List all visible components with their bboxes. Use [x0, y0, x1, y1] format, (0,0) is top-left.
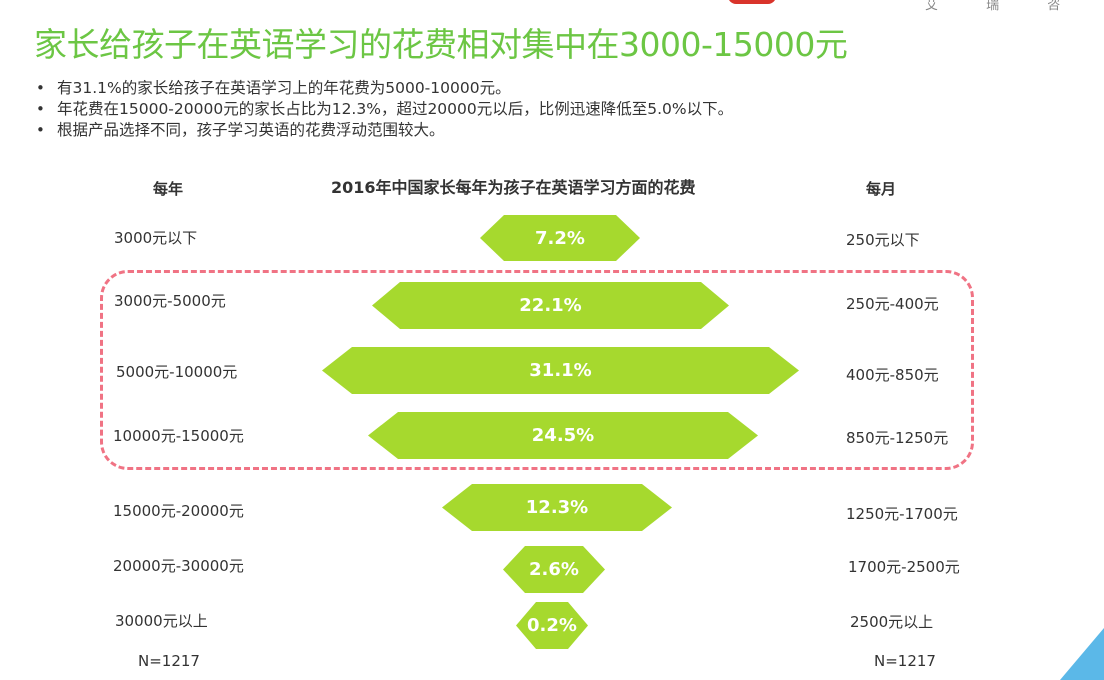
- corner-decoration: [1060, 628, 1104, 680]
- yearly-label: 15000元-20000元: [113, 502, 244, 520]
- summary-bullets: • 有31.1%的家长给孩子在英语学习上的年花费为5000-10000元。 • 年花…: [36, 78, 733, 141]
- yearly-label: 20000元-30000元: [113, 557, 244, 575]
- funnel-bar: 7.2%: [480, 215, 640, 261]
- yearly-label: 10000元-15000元: [113, 427, 244, 445]
- monthly-label: 250元以下: [846, 231, 920, 249]
- funnel-bar: 2.6%: [503, 546, 605, 593]
- monthly-label: 850元-1250元: [846, 429, 949, 447]
- yearly-label: 3000元以下: [114, 229, 198, 247]
- page-title: 家长给孩子在英语学习的花费相对集中在3000-15000元: [34, 25, 848, 64]
- bullet-item: • 年花费在15000-20000元的家长占比为12.3%，超过20000元以后，…: [36, 100, 734, 118]
- funnel-bar: 12.3%: [442, 484, 672, 531]
- highlight-dashed-box: [100, 270, 974, 470]
- bullet-item: • 根据产品选择不同，孩子学习英语的花费浮动范围较大。: [36, 121, 445, 139]
- chart-title: 2016年中国家长每年为孩子在英语学习方面的花费: [331, 178, 696, 197]
- yearly-column-header: 每年: [153, 180, 184, 198]
- bullet-dot-icon: •: [36, 79, 45, 97]
- yearly-label: 5000元-10000元: [116, 363, 238, 381]
- sample-size-left: N=1217: [138, 652, 200, 670]
- yearly-label: 30000元以上: [115, 612, 208, 630]
- bullet-dot-icon: •: [36, 100, 45, 118]
- monthly-label: 250元-400元: [846, 295, 939, 313]
- yearly-label: 3000元-5000元: [114, 292, 226, 310]
- brand-logo-text: 艾 瑞 咨 询: [925, 0, 1104, 13]
- funnel-bar: 0.2%: [516, 602, 588, 649]
- bullet-item: • 有31.1%的家长给孩子在英语学习上的年花费为5000-10000元。: [36, 79, 511, 97]
- brand-red-tab: [728, 0, 776, 4]
- funnel-bar: 22.1%: [372, 282, 729, 329]
- monthly-label: 1250元-1700元: [846, 505, 958, 523]
- monthly-label: 1700元-2500元: [848, 558, 960, 576]
- monthly-label: 400元-850元: [846, 366, 939, 384]
- monthly-label: 2500元以上: [850, 613, 934, 631]
- sample-size-right: N=1217: [874, 652, 936, 670]
- monthly-column-header: 每月: [866, 180, 897, 198]
- funnel-bar: 31.1%: [322, 347, 799, 394]
- bullet-dot-icon: •: [36, 121, 45, 139]
- funnel-bar: 24.5%: [368, 412, 758, 459]
